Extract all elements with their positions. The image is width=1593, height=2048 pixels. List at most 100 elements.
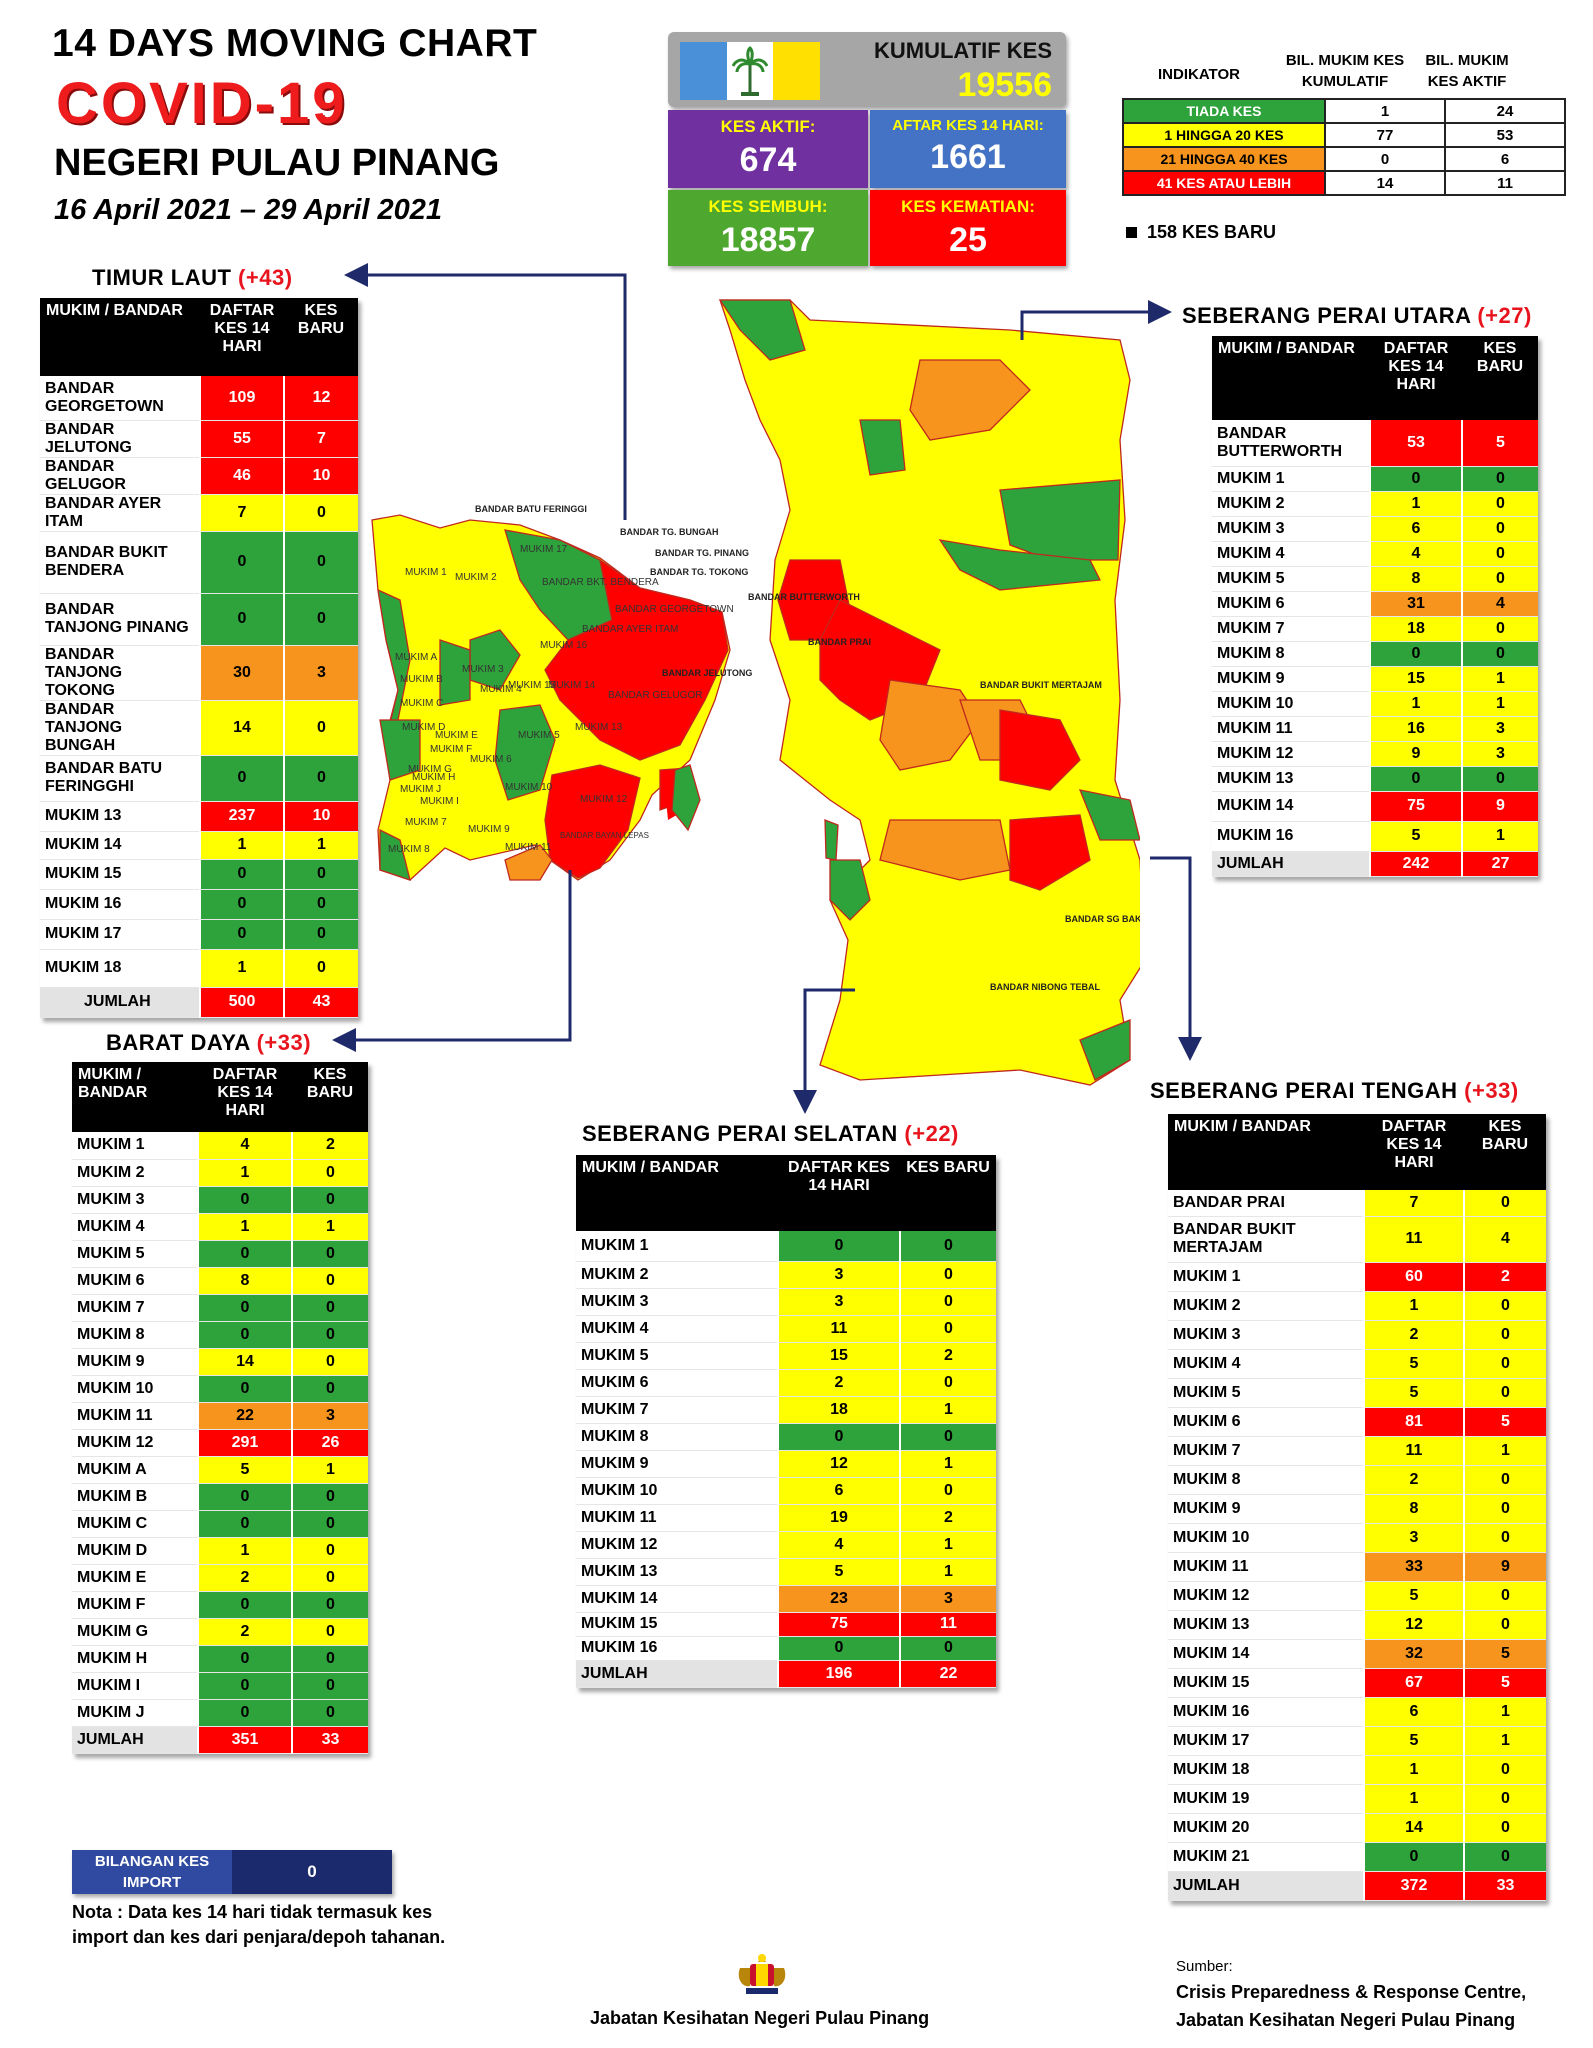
cases-14-days: 3 (1363, 1523, 1464, 1553)
cases-14-days: 11 (1363, 1216, 1464, 1263)
cases-14-days: 1 (197, 1537, 292, 1565)
table-row: MUKIM 9 12 1 (576, 1450, 996, 1478)
new-cases: 0 (1463, 1581, 1546, 1611)
chart-state-title: NEGERI PULAU PINANG (54, 142, 500, 184)
new-cases: 0 (291, 1240, 368, 1268)
spt-title: SEBERANG PERAI TENGAH (+33) (1150, 1078, 1519, 1104)
table-row: MUKIM 13 0 0 (1212, 766, 1538, 792)
indicator-header-active: BIL. MUKIM KES AKTIF (1425, 52, 1509, 90)
mukim-header: MUKIM / BANDAR (40, 298, 200, 376)
baru-header: KES BARU (292, 1062, 368, 1132)
cumulative-label: KUMULATIF KES (873, 38, 1052, 63)
cases-14-days: 0 (1369, 641, 1462, 667)
new-cases: 0 (283, 949, 358, 988)
indicator-category: 1 HINGGA 20 KES (1122, 122, 1326, 148)
total-label: JUMLAH (40, 987, 200, 1018)
area-name: MUKIM 14 (576, 1585, 778, 1613)
area-name: MUKIM 14 (40, 831, 200, 860)
cases-14-days: 18 (777, 1396, 900, 1424)
footnote: Nota : Data kes 14 hari tidak termasuk k… (72, 1902, 446, 1947)
new-cases: 0 (899, 1261, 996, 1289)
cases-14-days: 15 (777, 1342, 900, 1370)
new-cases: 0 (1461, 541, 1538, 567)
indicator-cumulative-count: 1 (1324, 98, 1446, 124)
active-cases-card: KES AKTIF: 674 (668, 110, 868, 188)
town-label: BANDAR NIBONG TEBAL (990, 982, 1100, 992)
table-row: MUKIM 10 1 1 (1212, 691, 1538, 717)
table-row: BANDAR TANJONG TOKONG 30 3 (40, 645, 358, 701)
new-cases: 1 (899, 1396, 996, 1424)
new-cases: 0 (283, 531, 358, 594)
area-name: BANDAR BATU FERINGGHI (40, 755, 200, 802)
new-cases: 3 (1461, 716, 1538, 742)
total-row: JUMLAH 242 27 (1212, 851, 1538, 877)
cases-14-days: 0 (1369, 766, 1462, 792)
area-name: MUKIM 11 (576, 1504, 778, 1532)
new-cases: 1 (1461, 666, 1538, 692)
cases-14-days: 1 (1363, 1291, 1464, 1321)
table-row: BANDAR JELUTONG 55 7 (40, 420, 358, 458)
area-name: MUKIM 21 (1168, 1842, 1364, 1872)
cases-14-days: 18 (1369, 616, 1462, 642)
area-name: BANDAR BUTTERWORTH (1212, 420, 1370, 467)
table-row: BANDAR PRAI 7 0 (1168, 1190, 1546, 1217)
recovered-label: KES SEMBUH: (708, 197, 828, 216)
new-cases: 0 (1463, 1523, 1546, 1553)
total-new-cases: 22 (899, 1660, 996, 1688)
cases-14-days: 291 (197, 1429, 292, 1457)
table-row: BANDAR AYER ITAM 7 0 (40, 494, 358, 532)
map-label: MUKIM 10 (505, 782, 553, 793)
total-cases-14-days: 500 (199, 987, 284, 1018)
new-cases: 1 (291, 1456, 368, 1484)
area-name: MUKIM A (72, 1456, 198, 1484)
new-cases: 0 (1463, 1813, 1546, 1843)
map-label: MUKIM 8 (388, 844, 430, 855)
cases-14-days: 14 (197, 1348, 292, 1376)
map-label: MUKIM 6 (470, 754, 512, 765)
town-label: BANDAR BUKIT MERTAJAM (980, 680, 1102, 690)
town-label: BANDAR SG BAKAP (1065, 914, 1140, 924)
cases-14-days: 5 (1363, 1726, 1464, 1756)
town-label: BANDAR PRAI (808, 637, 871, 647)
area-name: MUKIM 12 (1168, 1581, 1364, 1611)
area-name: MUKIM 4 (1168, 1349, 1364, 1379)
table-row: BANDAR BATU FERINGGHI 0 0 (40, 755, 358, 802)
area-name: MUKIM 8 (72, 1321, 198, 1349)
baru-header: KES BARU (1462, 336, 1538, 420)
new-cases: 0 (1463, 1349, 1546, 1379)
cases-14-days: 14 (1363, 1813, 1464, 1843)
area-name: MUKIM F (72, 1591, 198, 1619)
area-name: MUKIM 5 (1168, 1378, 1364, 1408)
area-name: MUKIM 9 (576, 1450, 778, 1478)
table-row: BANDAR TANJONG PINANG 0 0 (40, 593, 358, 646)
new-cases: 1 (1461, 691, 1538, 717)
table-row: MUKIM 12 4 1 (576, 1531, 996, 1559)
table-row: MUKIM 14 1 1 (40, 831, 358, 860)
new-cases: 3 (1461, 741, 1538, 767)
cases-14-days: 1 (1369, 491, 1462, 517)
new-cases: 11 (899, 1612, 996, 1637)
area-name: MUKIM 5 (576, 1342, 778, 1370)
mainland-map (671, 299, 1140, 1086)
new-cases: 1 (899, 1558, 996, 1586)
indicator-active-count: 6 (1444, 146, 1566, 172)
total-row: JUMLAH 351 33 (72, 1726, 368, 1754)
area-name: BANDAR GEORGETOWN (40, 376, 200, 421)
total-label: JUMLAH (72, 1726, 198, 1754)
daftar-header: DAFTAR KES 14 HARI (1370, 336, 1462, 420)
cases-14-days: 11 (1363, 1436, 1464, 1466)
cases-14-days: 0 (197, 1294, 292, 1322)
source-line1: Crisis Preparedness & Response Centre, (1176, 1982, 1527, 2002)
total-row: JUMLAH 500 43 (40, 987, 358, 1018)
cases-14-days: 5 (1363, 1581, 1464, 1611)
barat-daya-title: BARAT DAYA (+33) (106, 1030, 311, 1056)
